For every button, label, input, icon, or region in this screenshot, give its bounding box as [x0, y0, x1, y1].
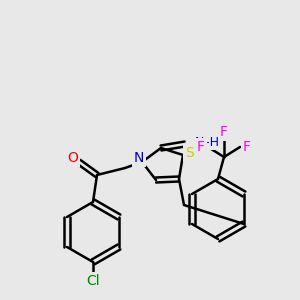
Text: S: S — [184, 146, 194, 160]
Text: N: N — [134, 151, 144, 165]
Text: Cl: Cl — [86, 274, 100, 288]
Text: F: F — [243, 140, 251, 154]
Text: O: O — [68, 151, 78, 165]
Text: F: F — [197, 140, 205, 154]
Text: N–H: N–H — [195, 136, 220, 148]
Text: F: F — [220, 125, 228, 139]
